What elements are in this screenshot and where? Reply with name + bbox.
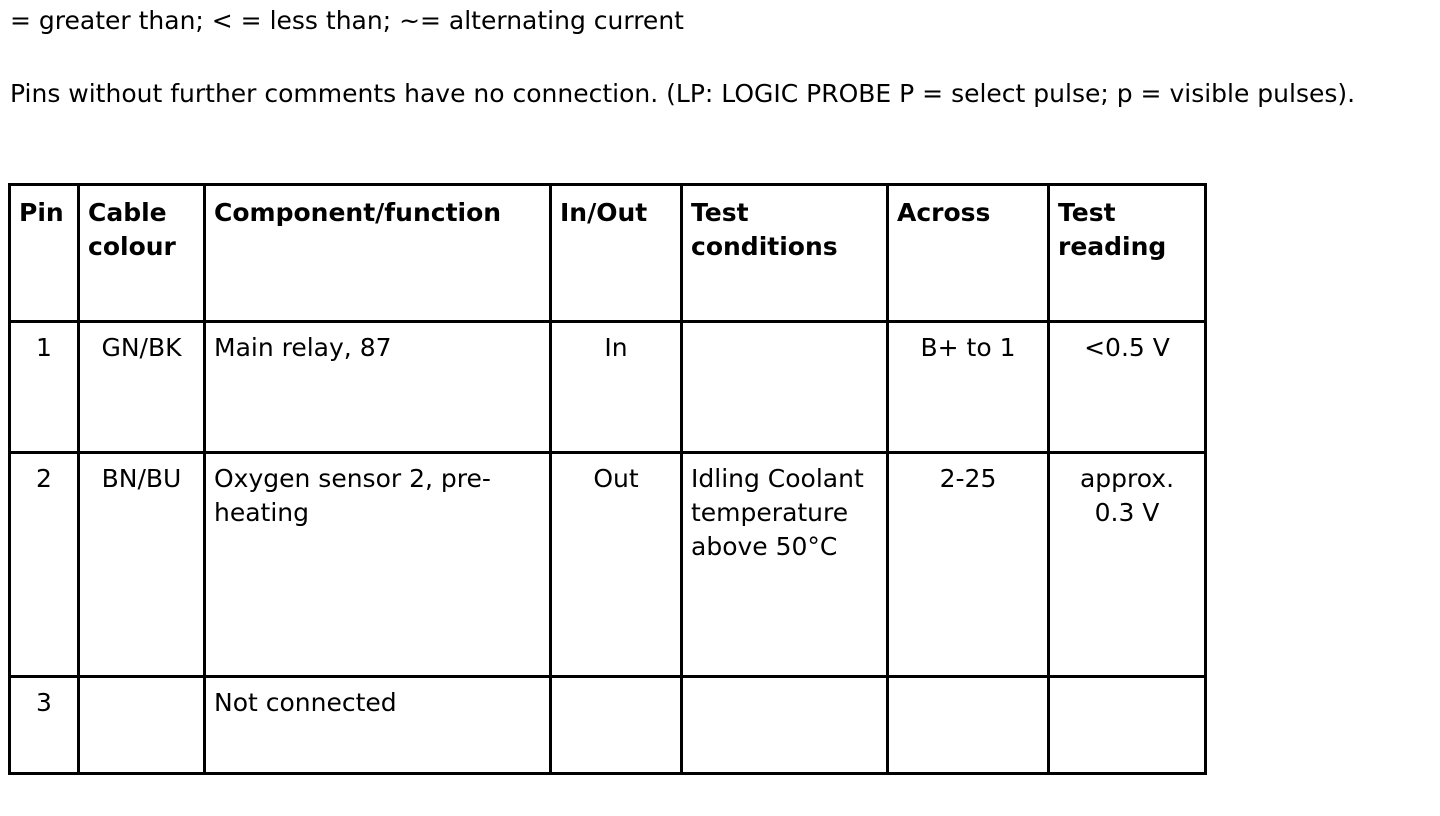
cell-cable: GN/BK bbox=[77, 320, 206, 454]
cell-component: Oxygen sensor 2, pre-heating bbox=[203, 451, 552, 678]
table-row: 1 GN/BK Main relay, 87 In B+ to 1 <0.5 V bbox=[8, 320, 1207, 454]
cell-inout: Out bbox=[549, 451, 683, 678]
cell-across bbox=[886, 675, 1050, 775]
cell-reading: approx. 0.3 V bbox=[1047, 451, 1207, 678]
cell-pin: 3 bbox=[8, 675, 80, 775]
cell-reading: <0.5 V bbox=[1047, 320, 1207, 454]
cell-conditions: Idling Coolant temperature above 50°C bbox=[680, 451, 889, 678]
cell-inout: In bbox=[549, 320, 683, 454]
cell-component: Main relay, 87 bbox=[203, 320, 552, 454]
cell-pin: 2 bbox=[8, 451, 80, 678]
table-row: 3 Not connected bbox=[8, 675, 1207, 775]
header-component: Component/function bbox=[203, 183, 552, 323]
legend-note: = greater than; < = less than; ~= altern… bbox=[10, 6, 684, 35]
table-row: 2 BN/BU Oxygen sensor 2, pre-heating Out… bbox=[8, 451, 1207, 678]
cell-inout bbox=[549, 675, 683, 775]
header-cable-colour: Cable colour bbox=[77, 183, 206, 323]
cell-conditions bbox=[680, 675, 889, 775]
cell-cable bbox=[77, 675, 206, 775]
pin-table: Pin Cable colour Component/function In/O… bbox=[8, 183, 1207, 775]
cell-across: 2-25 bbox=[886, 451, 1050, 678]
header-in-out: In/Out bbox=[549, 183, 683, 323]
cell-cable: BN/BU bbox=[77, 451, 206, 678]
cell-across: B+ to 1 bbox=[886, 320, 1050, 454]
pins-note: Pins without further comments have no co… bbox=[10, 79, 1356, 108]
cell-component: Not connected bbox=[203, 675, 552, 775]
cell-pin: 1 bbox=[8, 320, 80, 454]
header-across: Across bbox=[886, 183, 1050, 323]
cell-reading bbox=[1047, 675, 1207, 775]
header-test-conditions: Test conditions bbox=[680, 183, 889, 323]
cell-conditions bbox=[680, 320, 889, 454]
table-header-row: Pin Cable colour Component/function In/O… bbox=[8, 183, 1207, 323]
header-test-reading: Test reading bbox=[1047, 183, 1207, 323]
header-pin: Pin bbox=[8, 183, 80, 323]
